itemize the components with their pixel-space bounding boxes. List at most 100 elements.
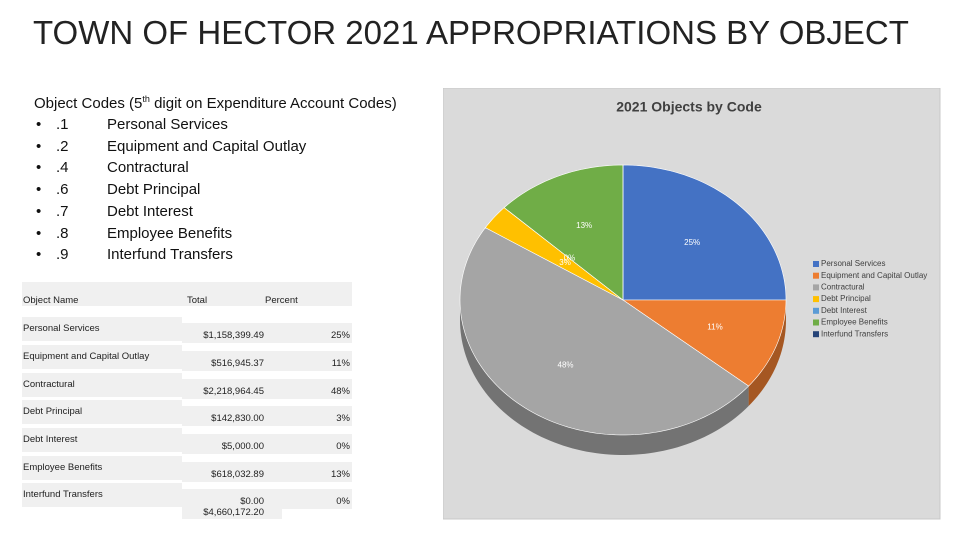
table-cell: $516,945.37 xyxy=(211,358,264,369)
legend-label: Interfund Transfers xyxy=(821,329,888,338)
table-cell-bg xyxy=(282,489,352,509)
table-cell: 0% xyxy=(336,496,350,507)
table-cell: Debt Interest xyxy=(23,434,78,445)
table-header: Percent xyxy=(265,295,298,306)
table-cell-bg xyxy=(182,351,282,371)
bullet: • xyxy=(36,246,42,264)
legend-swatch xyxy=(813,331,819,338)
table-header: Object Name xyxy=(23,295,79,306)
legend-swatch xyxy=(813,272,819,279)
code: .6 xyxy=(56,181,69,199)
code-label: Contractural xyxy=(107,159,189,177)
data-label: 13% xyxy=(576,221,592,230)
table-cell-bg xyxy=(182,462,282,482)
legend-swatch xyxy=(813,296,819,303)
table-cell: $5,000.00 xyxy=(221,441,264,452)
bullet: • xyxy=(36,181,42,199)
legend-label: Debt Principal xyxy=(821,294,871,303)
table-cell: 11% xyxy=(331,358,350,369)
table-cell-bg xyxy=(22,400,182,424)
legend-swatch xyxy=(813,261,819,267)
code-label: Personal Services xyxy=(107,116,228,133)
table-cell-bg xyxy=(182,434,282,454)
code: .1 xyxy=(56,116,69,133)
legend-label: Debt Interest xyxy=(821,306,868,315)
legend-swatch xyxy=(813,307,819,314)
data-label: 11% xyxy=(707,323,722,332)
table-cell: $142,830.00 xyxy=(211,413,264,424)
table-cell-bg xyxy=(22,483,182,507)
table-cell: 48% xyxy=(330,386,350,397)
table-cell-bg xyxy=(22,282,352,306)
bullet: • xyxy=(36,202,42,220)
table-cell: Employee Benefits xyxy=(23,462,103,473)
table-cell-bg xyxy=(22,345,182,369)
legend-label: Contractural xyxy=(821,283,865,292)
code: .4 xyxy=(56,159,69,177)
table-cell: 25% xyxy=(330,330,350,341)
table-cell: $2,218,964.45 xyxy=(203,386,264,397)
table-cell-bg xyxy=(22,456,182,480)
data-label: 3% xyxy=(559,258,571,267)
bullet: • xyxy=(36,116,42,133)
table-cell-bg xyxy=(182,323,282,343)
data-label: 25% xyxy=(684,238,700,247)
chart: 2021 Objects by Code 25% 11% 48% 3%0% 13% Per… xyxy=(443,88,941,520)
legend-label: Equipment and Capital Outlay xyxy=(821,271,927,280)
heading-part: Object Codes (5 xyxy=(34,95,143,112)
chart-title: 2021 Objects by Code xyxy=(616,99,762,115)
code-label: Equipment and Capital Outlay xyxy=(107,137,307,155)
bullet: • xyxy=(36,159,42,177)
table-header: Total xyxy=(187,295,208,306)
heading-part: th xyxy=(142,94,150,104)
code: .7 xyxy=(56,202,69,220)
codes-heading: Object Codes (5th digit on Expenditure A… xyxy=(34,94,397,112)
table-cell-bg xyxy=(282,379,352,399)
code-label: Debt Interest xyxy=(107,202,193,220)
table-cell: $1,158,399.49 xyxy=(203,330,264,341)
table-cell-bg xyxy=(282,323,352,343)
table-cell: $618,032.89 xyxy=(211,469,264,480)
bullet: • xyxy=(36,137,42,155)
table-cell: Contractural xyxy=(23,379,75,390)
table-cell: Interfund Transfers xyxy=(23,489,103,500)
table-cell-bg xyxy=(282,351,352,371)
pie-slice xyxy=(484,207,624,301)
slice-side xyxy=(460,300,749,455)
table-cell-bg xyxy=(22,428,182,452)
data-label: 0% xyxy=(564,254,576,263)
table-cell-bg xyxy=(22,373,182,397)
code-label: Debt Principal xyxy=(107,181,201,199)
table-cell: Personal Services xyxy=(23,323,100,334)
pie-slice xyxy=(459,227,750,436)
table-cell-bg xyxy=(282,406,352,426)
code: .2 xyxy=(56,137,69,155)
code-label: Employee Benefits xyxy=(107,224,233,242)
code-label: Interfund Transfers xyxy=(107,246,233,264)
table-total: $4,660,172.20 xyxy=(203,507,264,518)
pie-slice xyxy=(503,164,624,301)
heading-part: digit on Expenditure Account Codes) xyxy=(149,95,397,112)
code: .8 xyxy=(56,224,69,242)
table-cell-bg xyxy=(282,462,352,482)
table-cell: 3% xyxy=(336,413,350,424)
slide-title: TOWN OF HECTOR 2021 APPROPRIATIONS BY OB… xyxy=(33,14,909,51)
table-cell-bg xyxy=(182,379,282,399)
code: .9 xyxy=(56,246,69,264)
pie-slice xyxy=(622,164,787,301)
table-cell: $0.00 xyxy=(240,496,264,507)
pie-slice xyxy=(622,299,787,387)
table-cell-bg xyxy=(282,434,352,454)
table-cell: 0% xyxy=(336,441,350,452)
legend-label: Employee Benefits xyxy=(821,318,888,327)
slice-side xyxy=(748,300,786,407)
table-cell-bg xyxy=(182,406,282,426)
legend-swatch xyxy=(813,319,819,326)
table-cell-bg xyxy=(22,317,182,341)
legend-label: Personal Services xyxy=(821,259,885,268)
data-label: 48% xyxy=(558,361,574,370)
table-cell: Equipment and Capital Outlay xyxy=(23,351,150,362)
bullet: • xyxy=(36,224,42,242)
table-cell-bg xyxy=(182,503,282,519)
